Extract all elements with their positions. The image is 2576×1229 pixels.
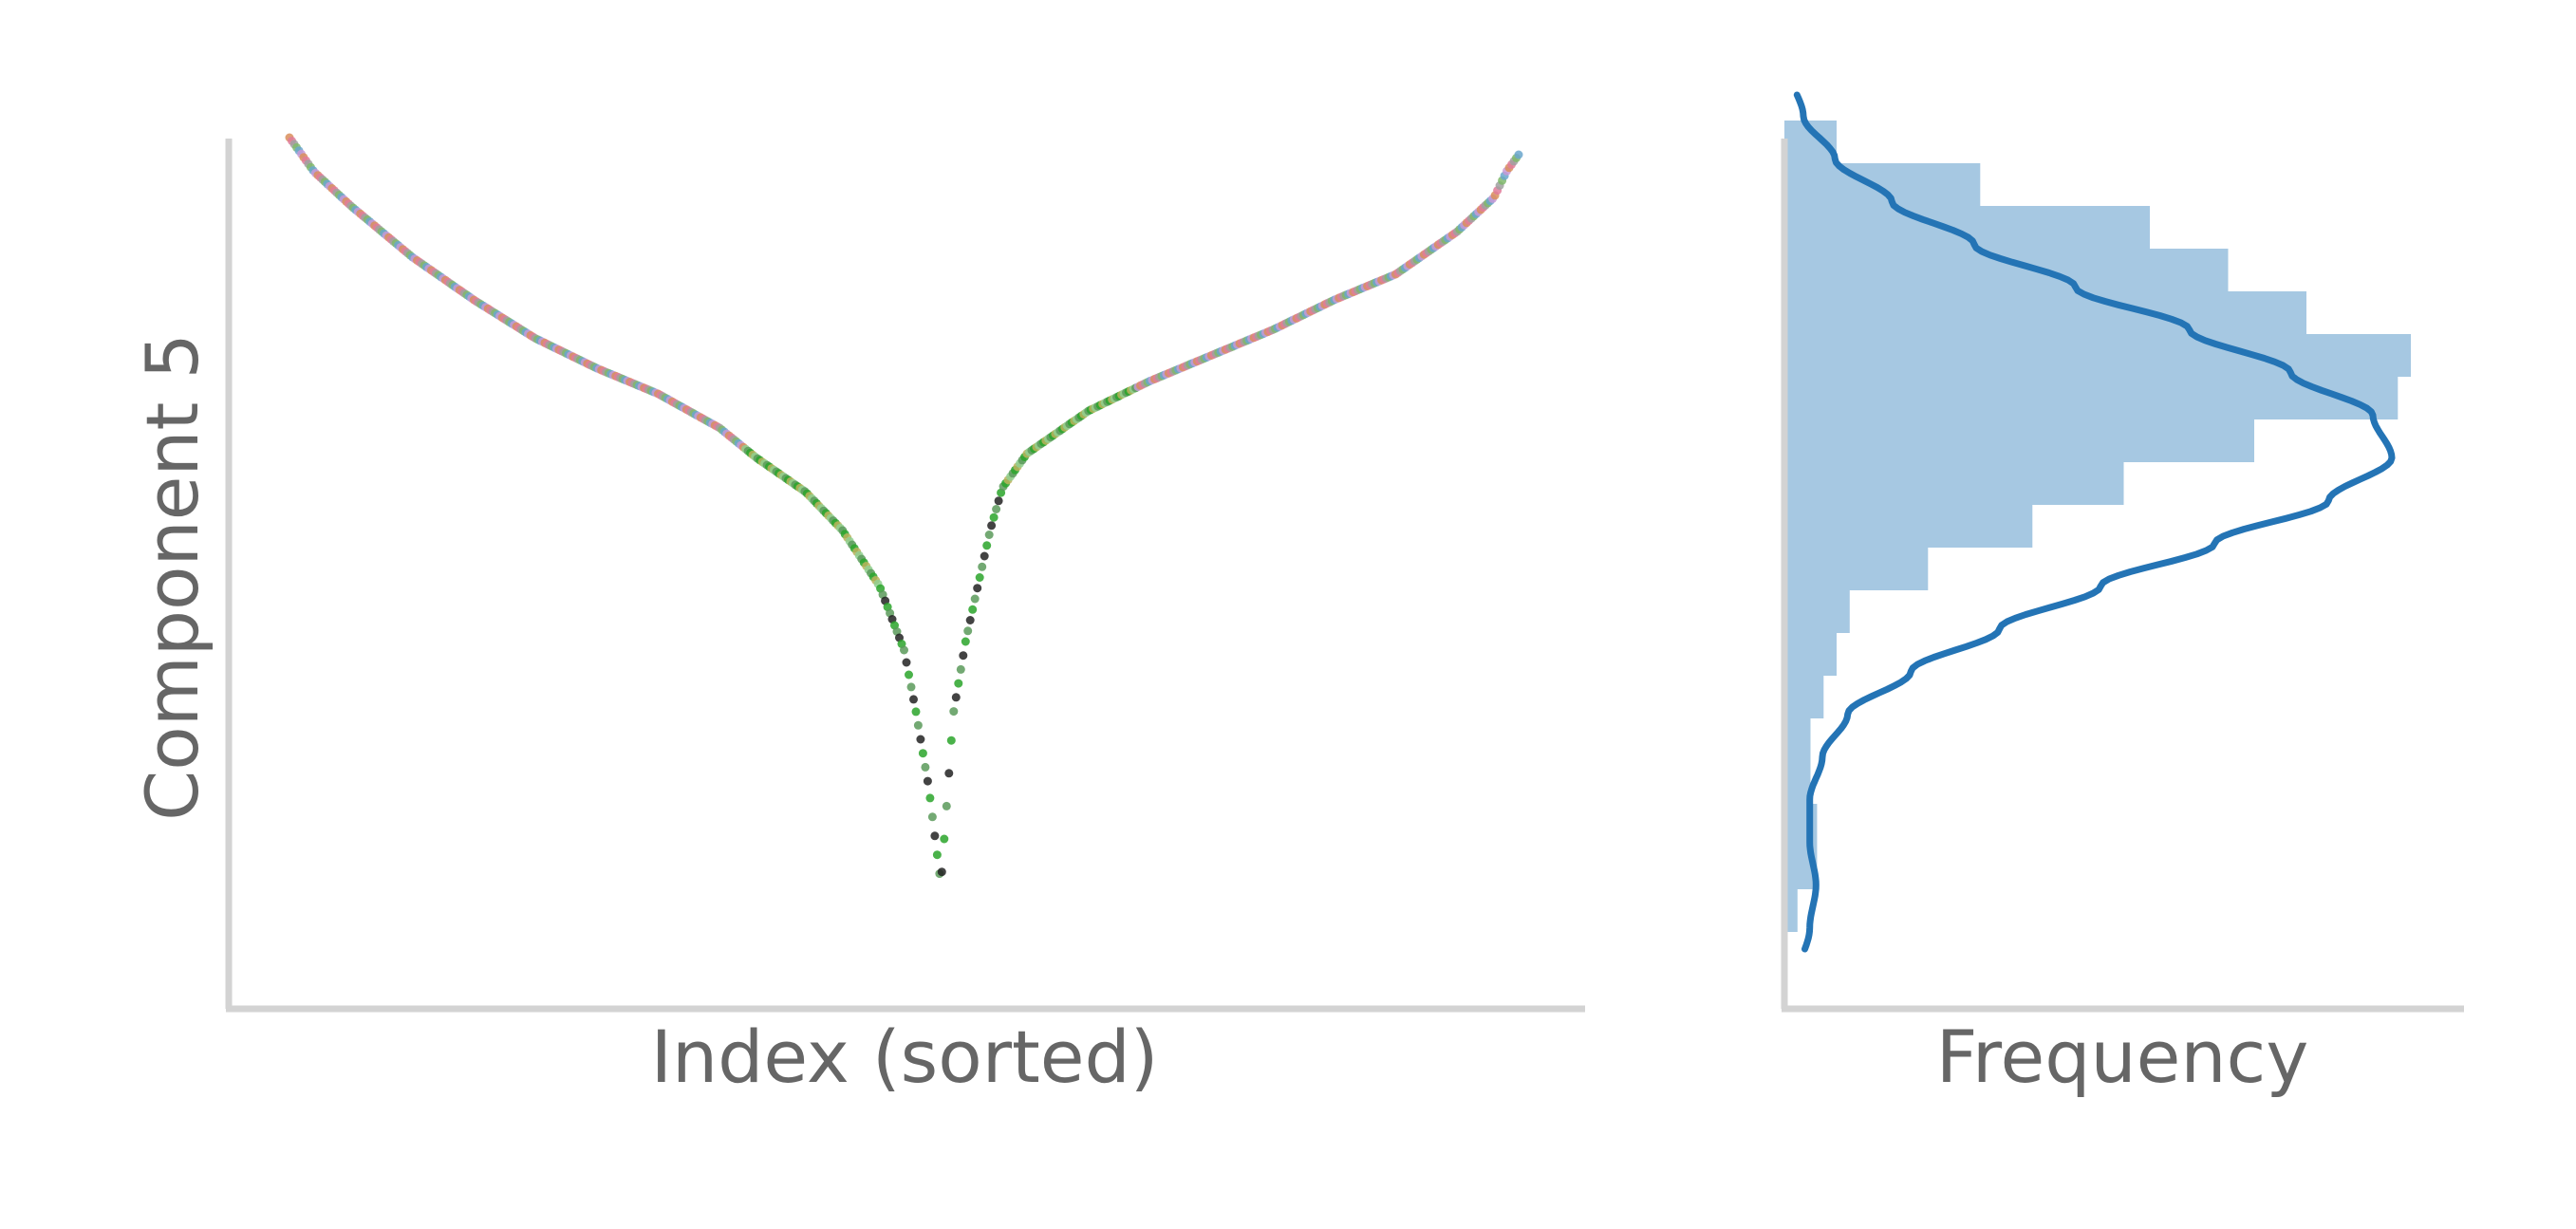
histogram-panel: Frequency <box>1782 95 2464 1099</box>
scatter-point <box>973 584 981 592</box>
histogram-bar <box>1784 505 2032 548</box>
scatter-point <box>925 793 934 802</box>
scatter-points <box>286 134 1523 879</box>
scatter-point <box>905 671 913 680</box>
scatter-point <box>1515 151 1523 159</box>
scatter-point <box>978 563 986 571</box>
scatter-point <box>921 763 929 772</box>
scatter-point <box>987 521 996 530</box>
scatter-point <box>961 638 970 646</box>
scatter-point <box>909 695 918 703</box>
histogram-bars <box>1784 121 2411 932</box>
scatter-point <box>947 736 956 745</box>
scatter-point <box>938 867 946 876</box>
scatter-y-axis-label: Component 5 <box>130 333 215 821</box>
scatter-point <box>900 646 908 655</box>
scatter-point <box>943 802 951 810</box>
scatter-point <box>940 835 948 844</box>
scatter-point <box>976 573 984 582</box>
scatter-point <box>982 541 991 549</box>
scatter-point <box>966 616 975 624</box>
scatter-point <box>995 496 1003 505</box>
scatter-point <box>916 736 924 744</box>
scatter-point <box>968 605 977 614</box>
scatter-point <box>990 513 999 522</box>
scatter-x-axis-label: Index (sorted) <box>651 1015 1159 1099</box>
histogram-bar <box>1784 249 2229 291</box>
histogram-bar <box>1784 206 2150 249</box>
scatter-point <box>954 680 962 688</box>
histogram-bar <box>1784 291 2306 334</box>
scatter-point <box>957 665 965 674</box>
scatter-point <box>959 651 967 660</box>
scatter-point <box>907 682 916 691</box>
scatter-point <box>912 707 921 716</box>
scatter-point <box>971 595 980 604</box>
scatter-point <box>928 812 937 821</box>
scatter-point <box>933 850 942 859</box>
histogram-bar <box>1784 676 1823 718</box>
histogram-x-axis-label: Frequency <box>1936 1015 2309 1099</box>
scatter-point <box>924 777 932 786</box>
scatter-point <box>980 552 989 561</box>
histogram-bar <box>1784 334 2411 377</box>
histogram-bar <box>1784 718 1811 761</box>
scatter-point <box>930 831 939 840</box>
histogram-bar <box>1784 163 1980 206</box>
histogram-bar <box>1784 419 2254 462</box>
scatter-point <box>985 531 994 539</box>
scatter-point <box>919 749 927 757</box>
scatter-point <box>963 626 972 635</box>
scatter-point <box>944 769 953 777</box>
scatter-point <box>992 505 1000 513</box>
scatter-point <box>952 693 961 701</box>
scatter-point <box>914 721 923 730</box>
scatter-point <box>949 707 958 716</box>
histogram-bar <box>1784 633 1837 676</box>
histogram-bar <box>1784 462 2124 505</box>
histogram-bar <box>1784 548 1928 590</box>
scatter-panel: Index (sorted) Component 5 <box>130 134 1585 1100</box>
scatter-point <box>903 659 911 667</box>
histogram-bar <box>1784 590 1850 633</box>
